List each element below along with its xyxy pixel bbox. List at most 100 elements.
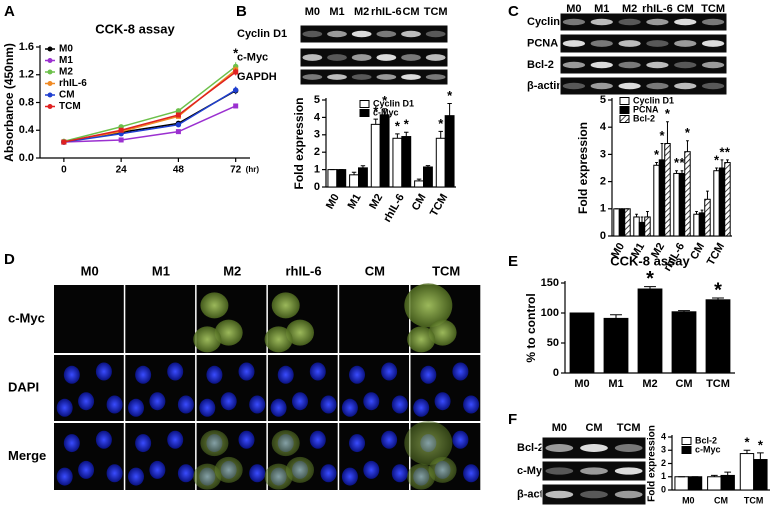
blot-row-label: Cyclin D1 — [237, 28, 287, 40]
x-tick-label: M0 — [324, 192, 342, 211]
nucleus — [135, 365, 152, 384]
nucleus — [320, 395, 337, 414]
blot-band — [401, 54, 421, 61]
panel-letter: C — [508, 3, 519, 20]
blot-band — [701, 18, 725, 26]
blot-band — [545, 467, 574, 475]
blot-band — [580, 490, 608, 499]
bar — [673, 172, 680, 237]
bar — [638, 221, 646, 237]
blot-strip — [559, 76, 728, 96]
x-tick-label: 0 — [61, 165, 67, 176]
error-bar — [635, 213, 638, 217]
y-tick-label: 0 — [314, 181, 320, 193]
legend-swatch — [681, 437, 692, 445]
cytoplasm-stain — [285, 456, 314, 483]
error-bar — [655, 162, 658, 166]
lane-label: M0 — [552, 422, 567, 434]
x-tick-label: TCM — [744, 495, 764, 505]
blot-band — [376, 74, 397, 80]
error-bar — [404, 131, 409, 137]
blot-band — [302, 74, 323, 80]
nucleus — [434, 392, 451, 411]
series-line — [63, 89, 237, 143]
chart-title: CCK-8 assay — [610, 253, 690, 268]
blot-band — [562, 82, 586, 90]
bar — [444, 115, 455, 188]
blot-band — [618, 82, 641, 90]
y-tick-label: 0.4 — [19, 124, 35, 136]
error-bar — [351, 171, 357, 175]
significance: * — [659, 128, 665, 143]
bar — [687, 476, 703, 491]
y-axis-label: Fold expression — [647, 425, 658, 502]
x-tick-label: rhIL-6 — [381, 192, 407, 224]
significance: * — [714, 152, 720, 167]
blot-band — [674, 82, 697, 90]
blot-band — [401, 74, 421, 80]
error-bar — [715, 167, 718, 171]
cytoplasm-stain — [428, 456, 457, 483]
x-tick-label: 48 — [173, 165, 185, 176]
blot-row-label: Bcl-2 — [517, 442, 544, 454]
nucleus — [106, 395, 123, 414]
blot-band — [545, 490, 574, 499]
y-tick-label: 100 — [541, 307, 559, 319]
nucleus — [177, 464, 194, 483]
blot-strip — [559, 12, 728, 32]
blot-band — [701, 40, 725, 47]
nucleus — [95, 430, 112, 449]
legend-label: c-Myc — [373, 107, 399, 117]
nucleus — [291, 392, 308, 411]
nucleus — [391, 395, 408, 414]
y-tick-label: 1 — [661, 471, 666, 481]
lane-label: M2 — [354, 6, 369, 18]
y-tick-label: 2 — [600, 176, 606, 188]
bar — [678, 172, 686, 237]
nucleus — [349, 365, 366, 384]
bar — [618, 208, 626, 237]
blot-strip — [299, 24, 449, 44]
bar — [637, 288, 663, 374]
cytoplasm-stain — [193, 463, 222, 490]
legend-label: M1 — [59, 55, 73, 66]
blot-band — [590, 82, 613, 90]
chart-title: CCK-8 assay — [95, 21, 175, 36]
y-tick-label: 2 — [314, 146, 320, 158]
nucleus — [381, 430, 398, 449]
error-bar — [686, 140, 689, 152]
y-tick-label: 3 — [314, 129, 320, 141]
bar — [379, 114, 390, 188]
bar — [753, 459, 768, 491]
nucleus — [220, 392, 237, 411]
y-tick-label: 5 — [600, 94, 606, 106]
nucleus — [349, 434, 366, 453]
significance: * — [233, 46, 239, 61]
legend-label: PCNA — [633, 104, 659, 114]
blot-band — [376, 30, 397, 38]
cytoplasm-stain — [200, 430, 229, 457]
blot-band — [351, 74, 372, 80]
legend-swatch — [619, 115, 630, 123]
bar — [349, 174, 360, 188]
y-tick-label: 1.6 — [19, 41, 34, 53]
blot-band — [618, 61, 641, 69]
blot-band — [425, 30, 446, 38]
micrograph-image — [339, 285, 409, 353]
panel-letter: B — [236, 3, 247, 20]
nucleus — [167, 430, 184, 449]
x-tick-label: TCM — [705, 241, 727, 268]
blot-band — [327, 74, 347, 80]
blot-band — [351, 30, 372, 38]
legend-label: Cyclin D1 — [633, 95, 674, 105]
legend-label: Bcl-2 — [695, 435, 717, 445]
micrograph-column-label: M0 — [81, 263, 99, 278]
significance: * — [674, 155, 680, 170]
legend-label: Bcl-2 — [633, 113, 655, 123]
panel-letter: E — [508, 253, 518, 270]
point — [233, 103, 239, 109]
legend-marker — [47, 92, 53, 98]
blot-row-label: c-Myc — [517, 465, 548, 477]
blot-band — [580, 467, 608, 475]
